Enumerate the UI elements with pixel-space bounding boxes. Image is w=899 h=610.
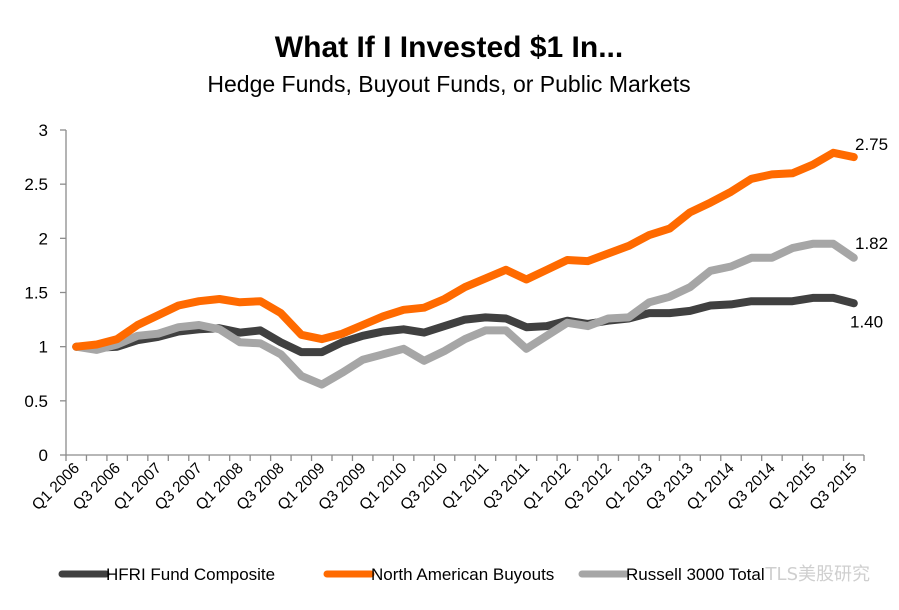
- y-tick-label: 3: [39, 121, 48, 140]
- y-tick-label: 0: [39, 446, 48, 465]
- legend-label: HFRI Fund Composite: [106, 565, 275, 584]
- end-value-label: 1.82: [855, 234, 888, 253]
- y-tick-label: 1.5: [24, 284, 48, 303]
- y-tick-label: 2.5: [24, 175, 48, 194]
- y-tick-label: 1: [39, 338, 48, 357]
- end-value-label: 2.75: [855, 135, 888, 154]
- end-labels: 1.40 2.75 1.82: [850, 135, 888, 331]
- y-tick-label: 2: [39, 229, 48, 248]
- watermark: TLS美股研究: [765, 564, 870, 585]
- series-lines: [72, 148, 858, 389]
- chart-title: What If I Invested $1 In...: [275, 31, 623, 64]
- chart-subtitle: Hedge Funds, Buyout Funds, or Public Mar…: [207, 71, 690, 97]
- legend: HFRI Fund Composite North American Buyout…: [58, 565, 765, 584]
- end-value-label: 1.40: [850, 312, 883, 331]
- series-line-russell-3000-total: [72, 239, 858, 389]
- series-line-north-american-buyouts: [72, 148, 858, 351]
- legend-label: North American Buyouts: [371, 565, 554, 584]
- y-axis: 0 0.5 1 1.5 2 2.5 3: [24, 121, 67, 465]
- y-tick-label: 0.5: [24, 392, 48, 411]
- legend-label: Russell 3000 Total: [626, 565, 765, 584]
